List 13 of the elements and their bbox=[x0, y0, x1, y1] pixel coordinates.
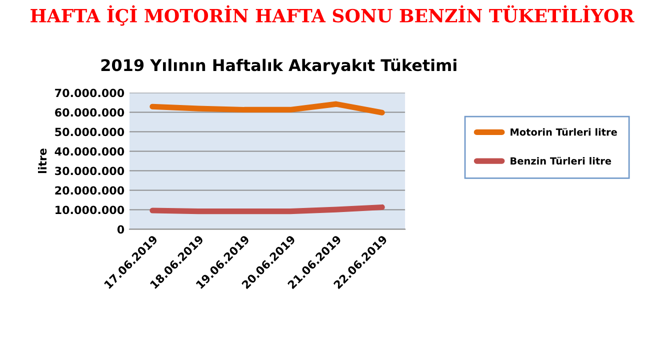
y-tick-label: 40.000.000 bbox=[54, 147, 124, 156]
legend-label: Motorin Türleri litre bbox=[510, 128, 617, 136]
chart-subtitle: 2019 Yılının Haftalık Akaryakıt Tüketimi bbox=[101, 58, 456, 74]
y-tick-label: 0 bbox=[117, 225, 124, 234]
y-tick-label: 50.000.000 bbox=[55, 128, 124, 136]
legend-label: Benzin Türleri litre bbox=[510, 156, 612, 165]
y-tick-label: 10.000.000 bbox=[56, 206, 124, 214]
y-tick-label: 70.000.000 bbox=[55, 88, 124, 98]
chart-title: HAFTA İÇİ MOTORİN HAFTA SONU BENZİN TÜKETİLİYOR bbox=[30, 5, 634, 26]
y-tick-label: 20.000.000 bbox=[55, 186, 124, 195]
y-axis-title: litre bbox=[38, 148, 47, 174]
y-tick-label: 60.000.000 bbox=[55, 108, 124, 117]
y-tick-label: 30.000.000 bbox=[55, 166, 124, 176]
